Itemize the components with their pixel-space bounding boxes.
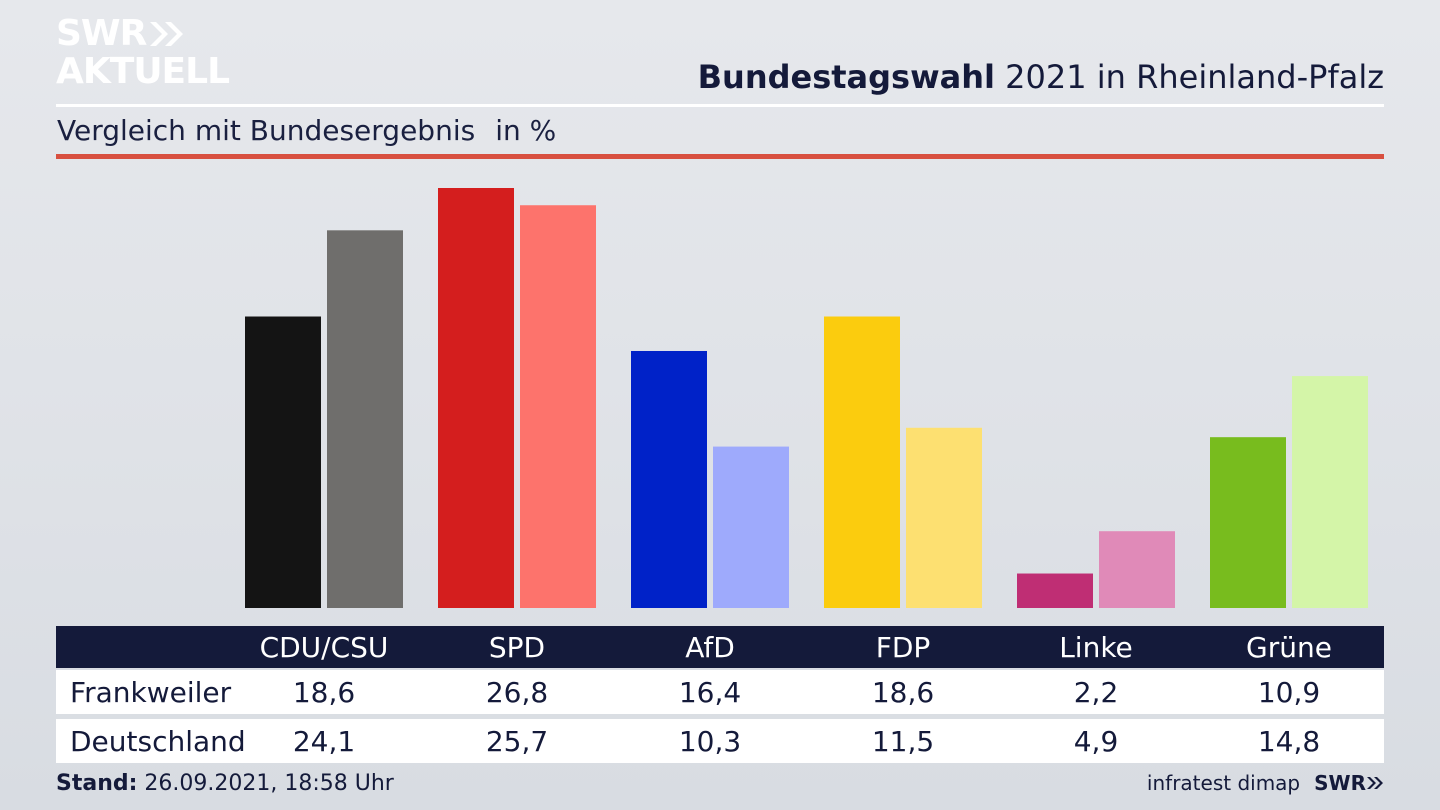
- chart-subtitle: Vergleich mit Bundesergebnis in %: [57, 114, 556, 147]
- value-cell: 25,7: [485, 724, 549, 758]
- logo-chevrons-icon: [150, 22, 184, 46]
- bar-gr-ne-deutschland: [1292, 376, 1368, 608]
- bar-cdu-csu-frankweiler: [245, 316, 321, 608]
- value-cell: 2,2: [1073, 675, 1119, 709]
- row-label: Frankweiler: [70, 675, 232, 709]
- stand-label: Stand:: [56, 771, 138, 796]
- timestamp: Stand: 26.09.2021, 18:58 Uhr: [56, 771, 394, 796]
- bar-spd-frankweiler: [438, 188, 514, 608]
- subtitle-divider: [56, 154, 1384, 159]
- value-cell: 10,9: [1257, 675, 1321, 709]
- brand-text: SWR: [1314, 771, 1366, 795]
- row-label: Deutschland: [70, 724, 246, 758]
- swr-aktuell-logo: SWR AKTUELL: [56, 13, 230, 92]
- chart-title: Bundestagswahl 2021 in Rheinland-Pfalz: [698, 58, 1384, 96]
- value-cell: 11,5: [871, 724, 935, 758]
- bar-chart: [245, 188, 1368, 609]
- table-row-frankweiler: Frankweiler 18,6 26,8 16,4 18,6 2,2 10,9: [56, 670, 1384, 714]
- column-header: SPD: [488, 630, 546, 664]
- source-text: infratest dimap: [1146, 771, 1301, 795]
- column-header: AfD: [685, 630, 735, 664]
- value-cell: 10,3: [678, 724, 742, 758]
- title-rest: 2021 in Rheinland-Pfalz: [995, 58, 1384, 96]
- value-cell: 4,9: [1073, 724, 1119, 758]
- table-row-deutschland: Deutschland 24,1 25,7 10,3 11,5 4,9 14,8: [56, 719, 1384, 763]
- value-cell: 26,8: [485, 675, 549, 709]
- title-bold: Bundestagswahl: [697, 58, 995, 96]
- brand-chevrons-icon: [1367, 777, 1383, 789]
- results-table: CDU/CSU SPD AfD FDP Linke Grüne Frankweiler 1…: [56, 626, 1384, 763]
- value-cell: 24,1: [292, 724, 356, 758]
- column-header: Linke: [1059, 630, 1133, 664]
- column-header: CDU/CSU: [259, 630, 389, 664]
- bar-afd-frankweiler: [631, 350, 707, 608]
- bar-gr-ne-frankweiler: [1210, 437, 1286, 608]
- bar-fdp-deutschland: [906, 427, 982, 608]
- value-cell: 16,4: [678, 675, 742, 709]
- bar-linke-frankweiler: [1017, 573, 1093, 608]
- column-header: FDP: [875, 630, 931, 664]
- logo-aktuell-text: AKTUELL: [56, 51, 230, 92]
- subtitle-text: Vergleich mit Bundesergebnis: [57, 114, 476, 147]
- value-cell: 14,8: [1257, 724, 1321, 758]
- column-header: Grüne: [1246, 630, 1332, 664]
- bar-spd-deutschland: [520, 205, 596, 608]
- unit-label: in %: [495, 114, 557, 147]
- stand-value: 26.09.2021, 18:58 Uhr: [137, 771, 394, 796]
- logo-swr-text: SWR: [56, 13, 147, 54]
- source-credit: infratest dimap SWR: [1147, 771, 1384, 795]
- bar-afd-deutschland: [713, 446, 789, 608]
- title-divider: [56, 104, 1384, 107]
- value-cell: 18,6: [292, 675, 356, 709]
- bar-cdu-csu-deutschland: [327, 230, 403, 609]
- bar-fdp-frankweiler: [824, 316, 900, 608]
- table-header: CDU/CSU SPD AfD FDP Linke Grüne: [56, 626, 1384, 668]
- bar-linke-deutschland: [1099, 531, 1175, 608]
- value-cell: 18,6: [871, 675, 935, 709]
